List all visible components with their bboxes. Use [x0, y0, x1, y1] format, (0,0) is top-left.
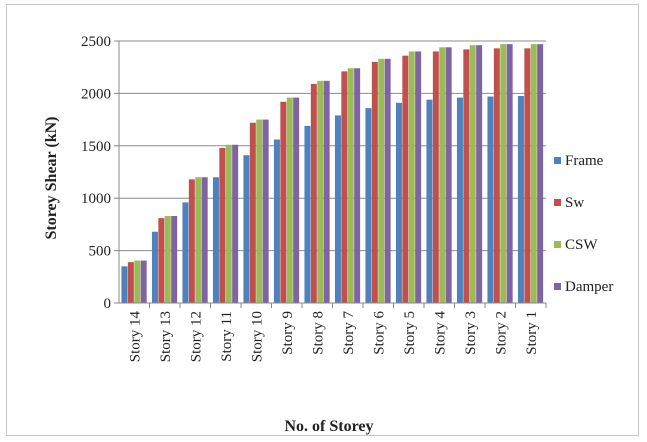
bar-frame-story-4	[426, 99, 433, 303]
bar-damper-story-13	[171, 216, 178, 303]
bar-sw-story-7	[341, 71, 348, 303]
bar-damper-story-7	[354, 68, 361, 303]
x-tick-label: Story 1	[524, 311, 540, 355]
x-axis-title: No. of Storey	[284, 418, 373, 435]
x-tick-label: Story 9	[280, 311, 296, 355]
bar-frame-story-8	[304, 125, 311, 303]
bar-sw-story-10	[249, 122, 256, 304]
bar-sw-story-13	[158, 218, 165, 303]
bar-sw-story-12	[188, 179, 195, 303]
bar-sw-story-3	[463, 49, 470, 303]
bar-damper-story-2	[506, 44, 513, 303]
x-tick-label: Story 3	[463, 311, 479, 355]
y-tick-label: 0	[104, 296, 112, 312]
bar-csw-story-7	[347, 68, 354, 303]
x-tick-label: Story 12	[188, 311, 204, 362]
bar-damper-story-1	[537, 44, 544, 303]
chart-frame: 0 500 1000 1500 2000 2500 Story 14 Story 13 Sto…	[6, 4, 639, 436]
x-tick-label: Story 10	[249, 311, 265, 362]
bar-csw-story-9	[286, 97, 293, 303]
bar-damper-story-9	[293, 97, 300, 303]
x-tick-label: Story 4	[432, 311, 448, 355]
bar-csw-story-12	[195, 177, 202, 303]
bar-sw-story-6	[371, 61, 378, 304]
bar-frame-story-9	[273, 139, 280, 303]
legend-swatch-csw	[554, 241, 561, 248]
bar-sw-story-4	[432, 51, 439, 304]
bar-csw-story-2	[500, 44, 507, 303]
x-tick-label: Story 7	[341, 311, 357, 355]
legend-swatch-sw	[554, 199, 561, 206]
bar-csw-story-4	[439, 47, 446, 303]
bar-csw-story-1	[530, 44, 537, 303]
x-tick-label: Story 14	[127, 311, 143, 363]
x-tick-label: Story 5	[402, 311, 418, 355]
bar-damper-story-5	[415, 51, 422, 304]
bar-csw-story-13	[164, 216, 171, 303]
bar-damper-story-10	[262, 119, 269, 303]
legend-label-damper: Damper	[565, 279, 613, 295]
bar-damper-story-6	[384, 58, 391, 303]
bar-frame-story-13	[151, 231, 158, 303]
bar-frame-story-7	[334, 115, 341, 303]
y-tick-label: 1000	[81, 191, 111, 207]
x-tick-label: Story 13	[158, 311, 174, 362]
y-axis-title: Storey Shear (kN)	[43, 117, 60, 240]
bar-frame-story-1	[517, 96, 524, 304]
legend-label-frame: Frame	[565, 153, 604, 169]
bar-sw-story-11	[219, 147, 226, 303]
bar-sw-story-2	[493, 48, 500, 304]
bar-frame-story-5	[395, 102, 402, 303]
bar-frame-story-12	[182, 202, 189, 303]
legend: Frame Sw CSW Damper	[554, 153, 613, 295]
legend-label-csw: CSW	[565, 237, 598, 253]
bar-frame-story-10	[243, 155, 250, 303]
bar-csw-story-14	[134, 260, 141, 303]
y-tick-label: 500	[89, 244, 112, 260]
bar-damper-story-8	[323, 80, 330, 303]
x-tick-labels: Story 14 Story 13 Story 12 Story 11 Story 10…	[127, 303, 547, 363]
bar-frame-story-2	[487, 96, 494, 303]
bar-damper-story-11	[232, 144, 239, 303]
x-tick-label: Story 11	[219, 311, 235, 362]
bar-csw-story-8	[317, 80, 324, 303]
bar-damper-story-3	[476, 45, 483, 303]
bar-sw-story-1	[524, 48, 531, 304]
bar-damper-story-4	[445, 47, 452, 303]
y-tick-label: 2000	[81, 86, 111, 102]
legend-label-sw: Sw	[565, 195, 584, 211]
bar-sw-story-9	[280, 101, 287, 303]
y-tick-label: 1500	[81, 139, 111, 155]
bar-csw-story-6	[378, 58, 385, 303]
bars	[121, 44, 544, 304]
bar-frame-story-14	[121, 266, 128, 303]
bar-damper-story-12	[201, 177, 208, 303]
bar-sw-story-8	[310, 83, 317, 303]
bar-damper-story-14	[140, 260, 147, 303]
bar-frame-story-11	[212, 177, 219, 303]
legend-swatch-frame	[554, 157, 561, 164]
x-tick-label: Story 2	[493, 311, 509, 355]
x-tick-label: Story 6	[371, 311, 387, 355]
y-tick-labels: 0 500 1000 1500 2000 2500	[81, 34, 119, 312]
y-tick-label: 2500	[81, 34, 111, 50]
bar-csw-story-5	[408, 51, 415, 304]
bar-csw-story-10	[256, 119, 263, 303]
bar-frame-story-6	[365, 108, 372, 303]
bar-csw-story-3	[469, 45, 476, 303]
bar-sw-story-14	[127, 262, 134, 303]
bar-csw-story-11	[225, 144, 232, 303]
bar-sw-story-5	[402, 55, 409, 303]
legend-swatch-damper	[554, 283, 561, 290]
x-tick-label: Story 8	[310, 311, 326, 355]
bar-frame-story-3	[456, 97, 463, 303]
